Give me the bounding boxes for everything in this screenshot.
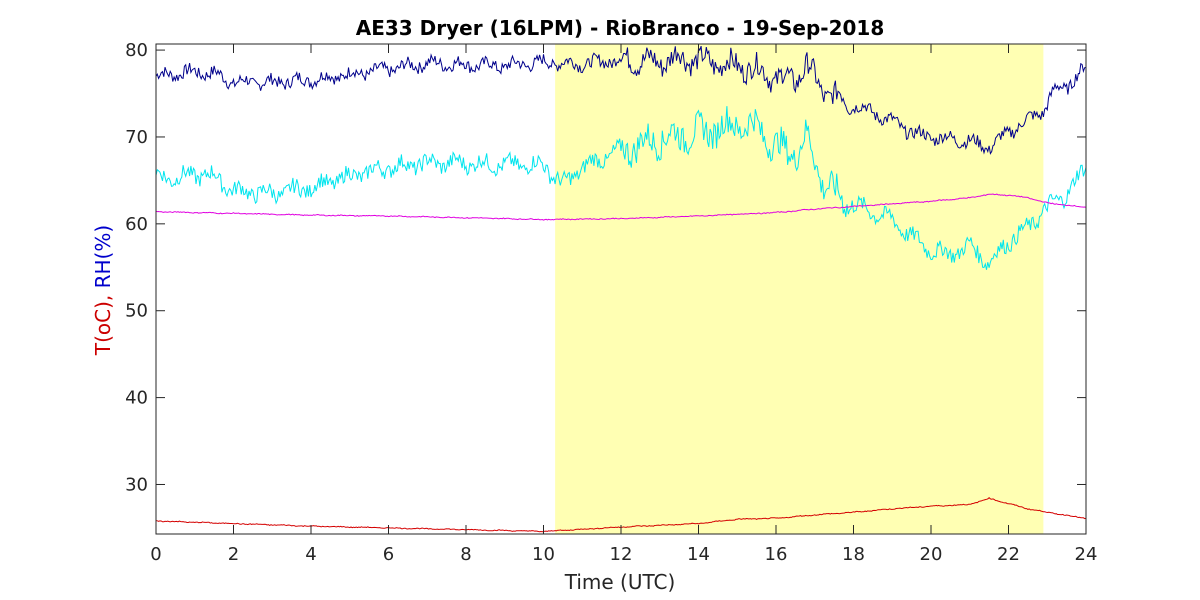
- y-axis: 30 40 50 60 70 80: [125, 40, 1086, 495]
- y-axis-label-part-0: T(oC),: [91, 295, 115, 356]
- x-tick-label: 12: [610, 544, 633, 565]
- x-axis-label: Time (UTC): [564, 570, 676, 594]
- y-tick-label: 50: [125, 301, 148, 322]
- x-axis: 0 2 4 6 8 10 12 14 16 18 20 22 24: [150, 44, 1097, 565]
- plot-area: [155, 43, 1087, 535]
- x-tick-label: 22: [997, 544, 1020, 565]
- y-axis-label: T(oC), RH(%): [91, 225, 115, 356]
- x-tick-label: 10: [532, 544, 555, 565]
- series-line-2: [155, 193, 1087, 221]
- y-tick-label: 40: [125, 388, 148, 409]
- x-tick-label: 16: [765, 544, 788, 565]
- x-tick-label: 4: [305, 544, 316, 565]
- x-tick-label: 14: [687, 544, 710, 565]
- x-tick-label: 6: [383, 544, 394, 565]
- x-tick-label: 18: [842, 544, 865, 565]
- x-tick-label: 2: [228, 544, 239, 565]
- y-tick-label: 60: [125, 214, 148, 235]
- chart-title: AE33 Dryer (16LPM) - RioBranco - 19-Sep-…: [356, 16, 885, 40]
- x-tick-label: 24: [1075, 544, 1098, 565]
- y-tick-label: 70: [125, 127, 148, 148]
- y-axis-label-part-1: RH(%): [91, 225, 115, 295]
- x-tick-label: 8: [460, 544, 471, 565]
- series-line-0: [155, 45, 1087, 155]
- y-tick-label: 30: [125, 474, 148, 495]
- y-tick-label: 80: [125, 40, 148, 61]
- series-line-1: [155, 106, 1087, 270]
- x-tick-label: 20: [920, 544, 943, 565]
- highlight-band: [555, 44, 1044, 534]
- x-tick-label: 0: [150, 544, 161, 565]
